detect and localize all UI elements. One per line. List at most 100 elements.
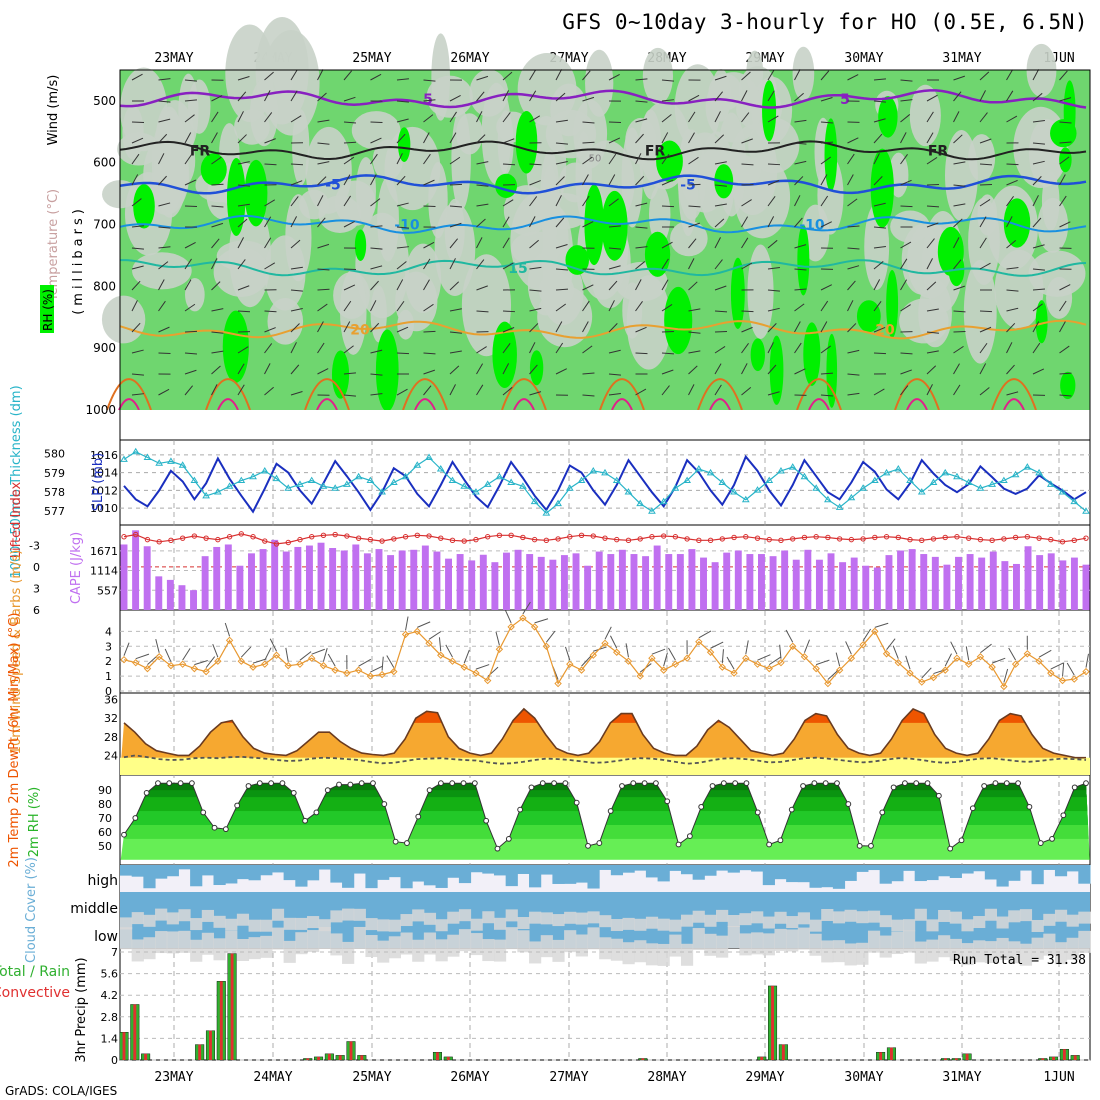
lifted-index-marker [438,535,444,541]
wind-barb [370,322,380,333]
cape-bar [746,554,754,610]
wind-barb [370,393,383,396]
cloud-low-bar [400,932,413,955]
surface-wind-barb [950,641,958,655]
thickness-marker [765,476,774,484]
rh-dry-patch [558,162,592,203]
wind-barb [953,75,966,81]
rh2m-marker [811,780,818,787]
lifted-index-marker [543,537,550,544]
rh-moist-patch [1050,119,1077,148]
wind-barb [1032,368,1045,375]
wind-barb [555,244,568,249]
lifted-index-marker [156,539,162,545]
wind-barb [476,184,489,187]
wind-barb [1032,321,1040,333]
surface-wind-barb [785,629,794,643]
wind-barb [158,246,171,249]
wind-barb [396,261,407,270]
rh-moist-patch [797,224,810,296]
thickness-marker [483,480,492,487]
wind-barb [290,196,299,207]
lifted-index-marker [707,537,714,544]
cape-bar [978,557,986,610]
wind-barb [237,111,244,123]
cloud-low-bar [622,942,635,965]
surface-wind-barb [1008,647,1017,661]
cloud-high-bar [669,865,682,871]
cape-bar [850,557,858,610]
cloud-middle-bar [201,909,214,922]
rh2m-marker [788,806,795,813]
wind-speed-marker [120,655,128,664]
lifted-index-marker [790,536,796,542]
wind-speed-marker [824,679,832,688]
wind-barb [900,99,913,102]
surface-wind-barb [212,643,219,658]
cloud-low-bar [587,927,600,950]
wind-barb [714,363,722,375]
rh-dry-patch [1028,250,1086,297]
isotherm-label: -5 [325,177,341,193]
isotherm-label: 5 [840,92,850,108]
wind-barb [794,217,803,228]
lifted-index-marker [743,534,749,540]
cloud-high-bar [342,865,355,888]
isotherm-label: 50 [589,153,602,164]
isotherm-label: FR [190,143,211,159]
cloud-middle-bar [821,908,834,921]
lifted-index-marker [977,536,984,543]
thickness-marker [1011,470,1020,478]
lifted-index-marker [191,533,198,539]
wind-barb [635,78,648,81]
panel-frame [119,609,1091,694]
wind-barb [767,364,777,375]
cloud-high-bar [786,865,799,883]
wind-barb [158,175,167,186]
wind-barb [343,174,351,186]
lifted-index-marker [179,535,186,541]
cape-bar [248,553,255,610]
thickness-marker [178,461,187,468]
cape-bar [815,559,823,610]
wind-barb [158,202,171,207]
wind-barb [661,114,672,123]
cloud-middle-bar [1008,910,1021,923]
surface-wind-barb [428,631,441,640]
wind-barb [635,118,648,123]
wind-speed-marker [1011,660,1020,668]
surface-wind-barb [1066,662,1075,676]
wind-speed-marker [671,660,680,668]
wind-barb [661,279,669,291]
thickness-marker [988,480,997,487]
wind-barb [370,349,383,354]
rh-moist-patch [1035,300,1048,344]
wind-barb [555,69,563,81]
rh-dry-patch [705,72,762,143]
wind-barb [396,118,409,123]
cloud-low-bar [120,927,133,950]
lifted-index-marker [379,538,385,544]
wind-barb [688,281,698,291]
wind-barb [608,265,621,270]
cape-bar [920,554,928,610]
rh-moist-patch [492,321,517,388]
wind-barb [131,280,141,291]
wind-barb [529,216,536,228]
wind-barb [476,363,484,375]
cloud-low-bar [821,940,834,963]
rh2m-marker [743,780,750,787]
wind-barb [582,300,590,312]
wind-barb [661,99,674,102]
isotherm-line [119,89,1087,109]
thickness-marker [530,497,539,505]
cape-tick-label: 1114 [90,565,118,578]
surface-wind-barb [155,639,160,653]
wind-barb [608,393,621,396]
rh2m-marker [460,780,467,787]
wind-speed-marker [835,666,844,674]
cloud-middle-bar [166,912,179,925]
wind-barb [476,285,488,291]
wind-barb [264,310,277,313]
wind-tick-label: 1 [105,670,112,683]
